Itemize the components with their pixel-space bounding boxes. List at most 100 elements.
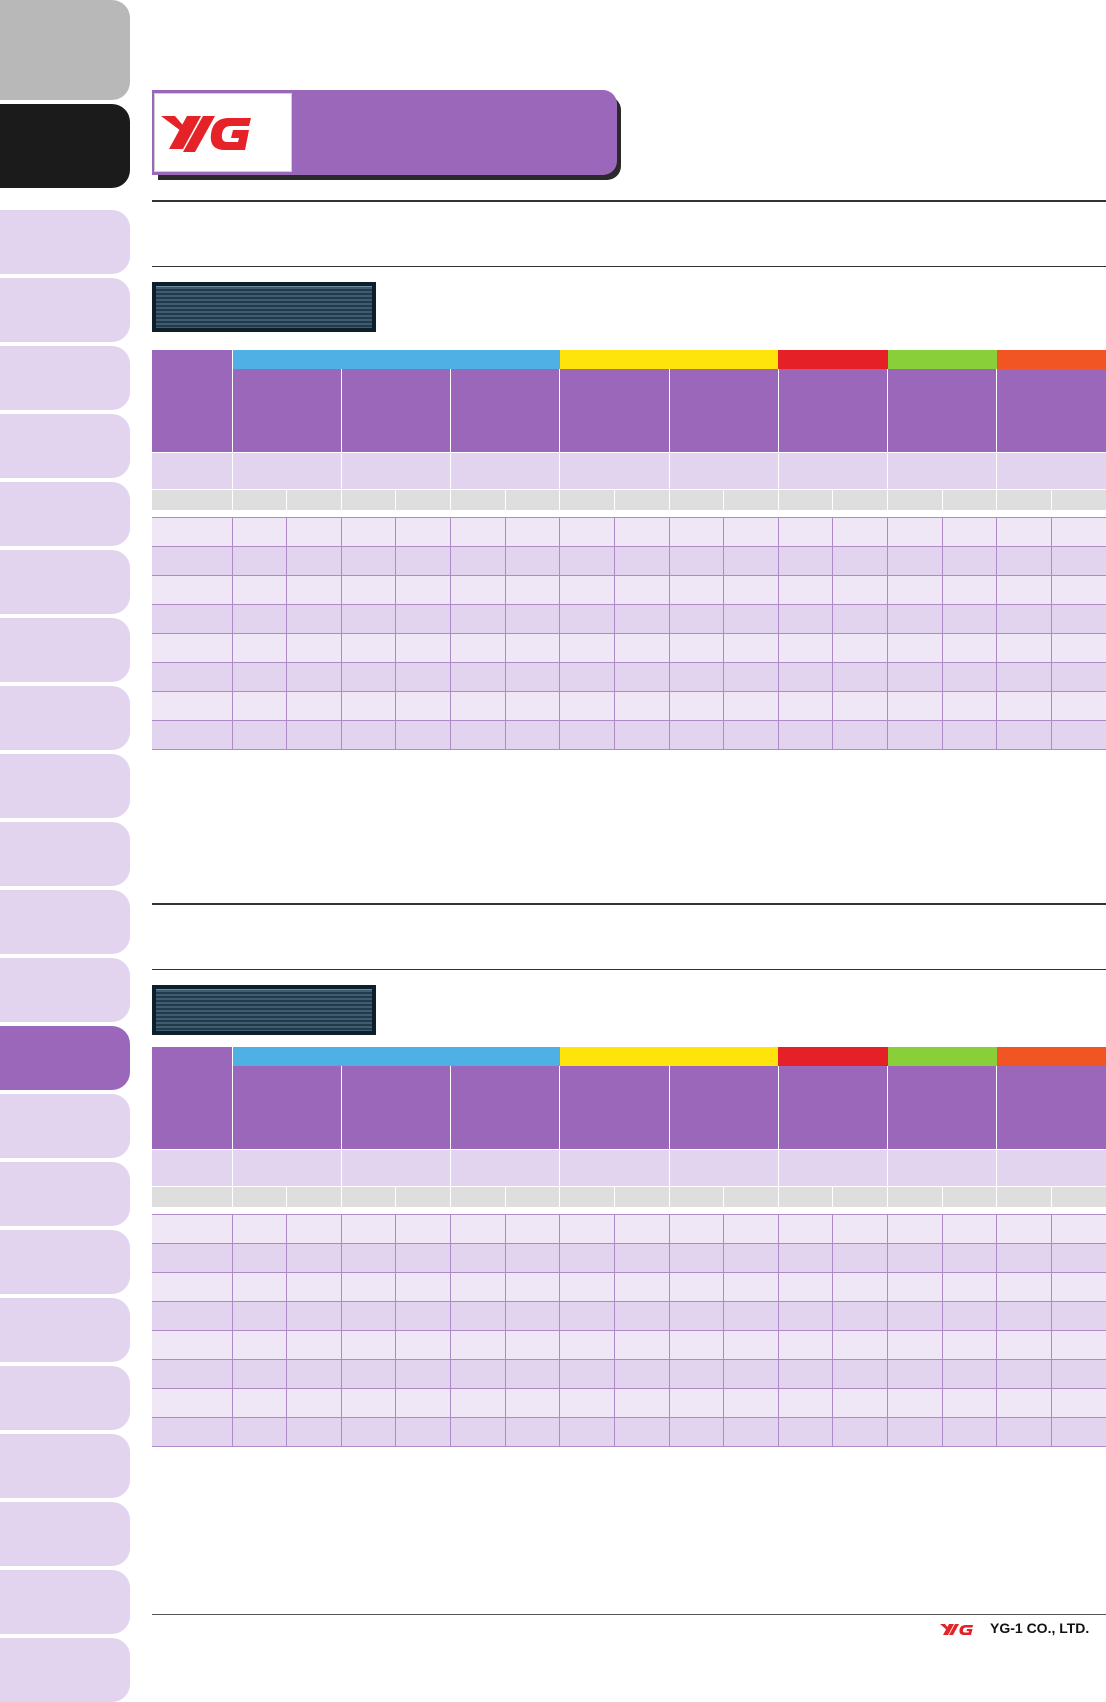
- row-label-cell: [152, 1330, 233, 1360]
- data-cell: [778, 662, 834, 692]
- data-cell: [942, 1417, 998, 1447]
- data-cell: [232, 1272, 288, 1302]
- data-cell: [505, 662, 561, 692]
- side-tab-17[interactable]: [0, 1162, 130, 1226]
- data-cell: [669, 546, 725, 576]
- side-tab-19[interactable]: [0, 1298, 130, 1362]
- side-tab-10[interactable]: [0, 686, 130, 750]
- side-tab-24[interactable]: [0, 1638, 130, 1702]
- material-group-band: [559, 350, 779, 369]
- data-cell: [505, 1272, 561, 1302]
- data-cell: [832, 691, 889, 721]
- data-cell: [559, 1330, 615, 1360]
- side-tab-23[interactable]: [0, 1570, 130, 1634]
- row-label-cell: [152, 1243, 233, 1273]
- material-group-band: [887, 1047, 997, 1066]
- side-tab-1[interactable]: [0, 0, 130, 100]
- row-label-cell: [152, 517, 233, 547]
- data-cell: [887, 1359, 943, 1389]
- data-cell: [505, 633, 561, 663]
- data-cell: [669, 662, 725, 692]
- data-cell: [669, 1417, 725, 1447]
- data-cell: [450, 633, 506, 663]
- data-cell: [942, 662, 998, 692]
- data-cell: [395, 662, 451, 692]
- table-row: [152, 1330, 1106, 1360]
- cutting-data-table-2: [152, 1047, 1106, 1447]
- data-cell: [450, 720, 506, 750]
- side-tab-2[interactable]: [0, 104, 130, 188]
- sub-header-cell: [1051, 1186, 1106, 1207]
- side-tab-12[interactable]: [0, 822, 130, 886]
- side-tab-15[interactable]: [0, 1026, 130, 1090]
- table-row: [152, 633, 1106, 663]
- side-tab-5[interactable]: [0, 346, 130, 410]
- data-cell: [942, 1359, 998, 1389]
- side-tab-11[interactable]: [0, 754, 130, 818]
- side-tab-21[interactable]: [0, 1434, 130, 1498]
- data-cell: [614, 1388, 670, 1418]
- data-cell: [1051, 1417, 1106, 1447]
- side-tab-6[interactable]: [0, 414, 130, 478]
- sub-header-cell: [614, 1186, 670, 1207]
- data-cell: [1051, 517, 1106, 547]
- data-cell: [395, 546, 451, 576]
- material-group-band: [778, 350, 888, 369]
- material-header-cell: [559, 1066, 670, 1150]
- data-cell: [723, 1301, 779, 1331]
- data-cell: [614, 1301, 670, 1331]
- data-cell: [232, 1214, 288, 1244]
- material-header-cell: [232, 1066, 342, 1150]
- data-cell: [669, 1272, 725, 1302]
- data-cell: [669, 575, 725, 605]
- data-cell: [341, 1214, 397, 1244]
- material-header-cell: [341, 369, 452, 453]
- side-tab-7[interactable]: [0, 482, 130, 546]
- side-tab-14[interactable]: [0, 958, 130, 1022]
- side-tab-22[interactable]: [0, 1502, 130, 1566]
- material-header-cell: [450, 369, 561, 453]
- data-cell: [395, 604, 451, 634]
- data-cell: [942, 691, 998, 721]
- side-tab-13[interactable]: [0, 890, 130, 954]
- material-header-cell: [887, 369, 998, 453]
- sub-header-cell: [286, 489, 342, 510]
- data-cell: [887, 575, 943, 605]
- table-row: [152, 1243, 1106, 1273]
- table-row: [152, 1214, 1106, 1244]
- side-tab-8[interactable]: [0, 550, 130, 614]
- material-group-band: [559, 1047, 779, 1066]
- data-cell: [723, 575, 779, 605]
- data-cell: [559, 662, 615, 692]
- row-label-cell: [152, 575, 233, 605]
- data-cell: [669, 517, 725, 547]
- side-tab-18[interactable]: [0, 1230, 130, 1294]
- data-cell: [232, 1388, 288, 1418]
- side-tab-16[interactable]: [0, 1094, 130, 1158]
- side-tab-3[interactable]: [0, 210, 130, 274]
- data-cell: [232, 1359, 288, 1389]
- data-cell: [996, 517, 1052, 547]
- side-tab-4[interactable]: [0, 278, 130, 342]
- data-cell: [232, 1330, 288, 1360]
- data-cell: [395, 1214, 451, 1244]
- side-tab-9[interactable]: [0, 618, 130, 682]
- table-row: [152, 575, 1106, 605]
- section-1-bottom-rule: [152, 266, 1106, 267]
- data-cell: [832, 1417, 889, 1447]
- data-cell: [996, 1388, 1052, 1418]
- material-header-cell: [669, 1066, 779, 1150]
- side-tab-20[interactable]: [0, 1366, 130, 1430]
- data-cell: [286, 1417, 342, 1447]
- data-cell: [232, 546, 288, 576]
- data-cell: [505, 604, 561, 634]
- hardness-cell: [996, 1149, 1106, 1187]
- data-cell: [996, 633, 1052, 663]
- data-cell: [341, 575, 397, 605]
- data-cell: [341, 1417, 397, 1447]
- data-cell: [778, 517, 834, 547]
- sub-header-cell: [559, 489, 615, 510]
- data-cell: [887, 662, 943, 692]
- data-cell: [341, 1388, 397, 1418]
- data-cell: [669, 1214, 725, 1244]
